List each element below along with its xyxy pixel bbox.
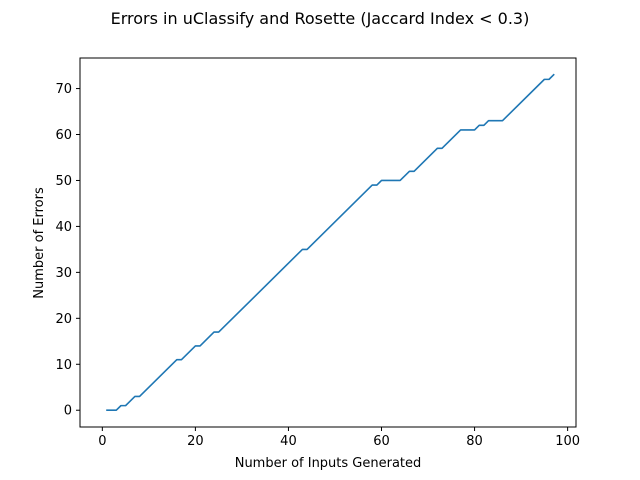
x-tick-label: 80 [466, 434, 483, 449]
series-line [106, 73, 555, 412]
y-tick-label: 20 [55, 312, 72, 327]
y-tick-label: 50 [55, 174, 72, 189]
x-tick-label: 100 [555, 434, 580, 449]
axes-frame [79, 57, 577, 428]
y-axis-label: Number of Errors [32, 187, 47, 299]
x-tick-label: 60 [373, 434, 390, 449]
y-tick-label: 0 [64, 404, 72, 419]
y-tick-label: 10 [55, 358, 72, 373]
plot-frame [79, 57, 577, 428]
y-tick-label: 60 [55, 128, 72, 143]
y-axis-ticks: 0 10 20 30 40 50 60 70 [55, 82, 80, 419]
y-tick-label: 70 [55, 82, 72, 97]
chart-title: Errors in uClassify and Rosette (Jaccard… [111, 9, 530, 28]
x-axis-ticks: 0 20 40 60 80 100 [98, 427, 580, 449]
x-tick-label: 0 [98, 434, 106, 449]
x-tick-label: 20 [187, 434, 204, 449]
x-tick-label: 40 [280, 434, 297, 449]
y-tick-label: 40 [55, 220, 72, 235]
series-group [106, 73, 555, 412]
y-tick-label: 30 [55, 266, 72, 281]
x-axis-label: Number of Inputs Generated [235, 456, 422, 471]
